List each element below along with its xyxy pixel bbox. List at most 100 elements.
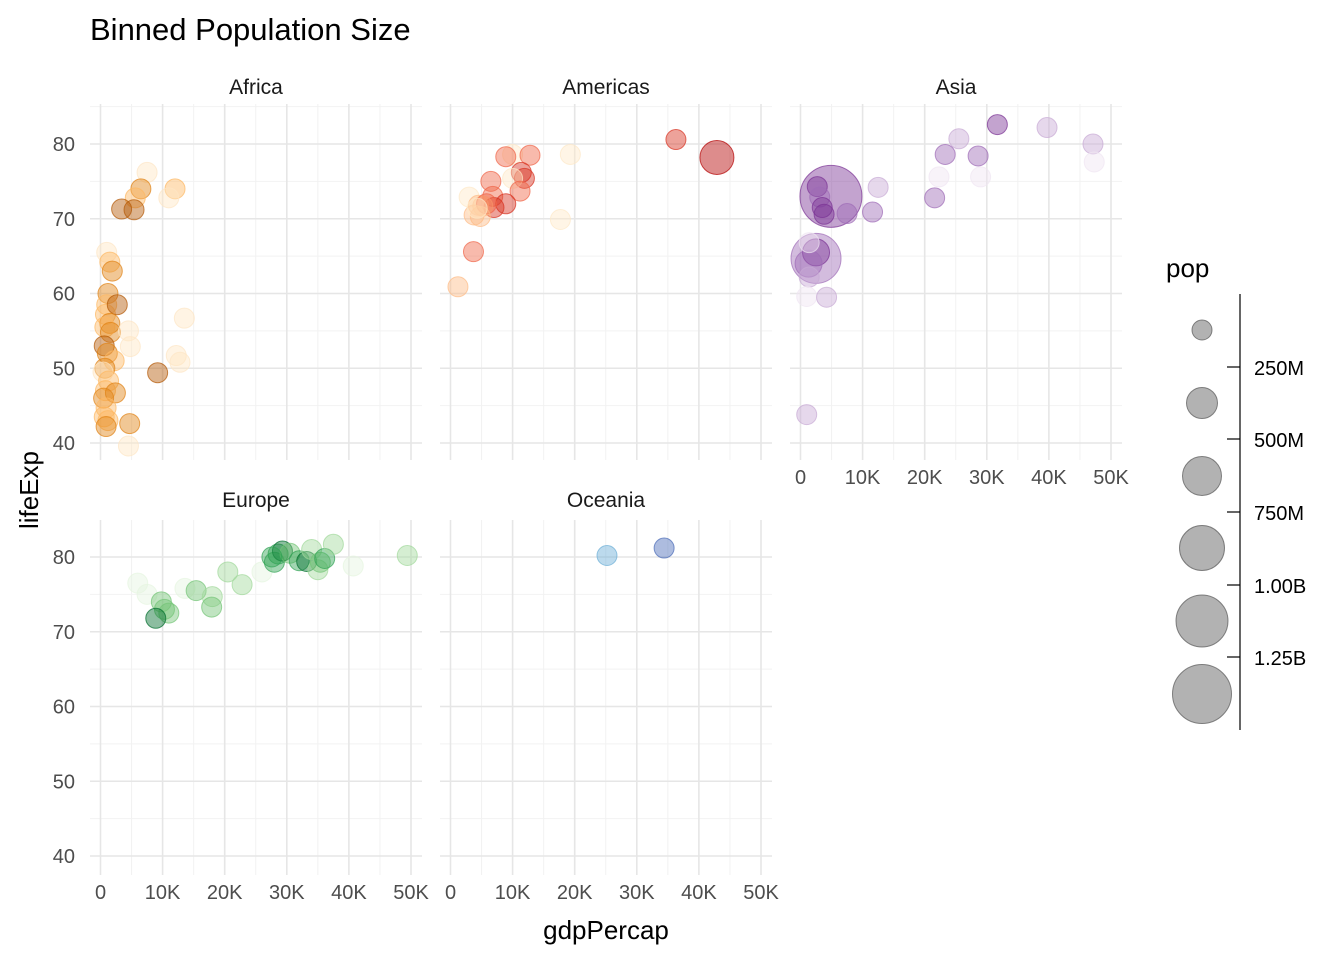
data-point <box>145 607 167 629</box>
data-point <box>816 286 838 308</box>
panel-grid <box>440 104 772 460</box>
data-point <box>111 198 133 220</box>
legend-title: pop <box>1166 253 1209 283</box>
panel-grid <box>90 104 422 460</box>
data-point <box>95 416 117 438</box>
data-point <box>653 537 675 559</box>
data-point <box>836 203 858 225</box>
data-point <box>99 321 121 343</box>
panel-grid <box>440 520 772 875</box>
data-point <box>509 180 531 202</box>
data-point <box>967 145 989 167</box>
data-point <box>867 176 889 198</box>
data-point <box>185 580 207 602</box>
data-point <box>596 545 618 567</box>
data-point <box>307 559 329 581</box>
legend-key <box>1182 456 1222 496</box>
data-point <box>217 561 239 583</box>
x-tick-label: 40K <box>331 882 367 904</box>
x-tick-label: 50K <box>743 882 779 904</box>
chart-title: Binned Population Size <box>90 12 411 47</box>
legend-key <box>1172 664 1232 724</box>
data-point <box>261 546 283 568</box>
data-point <box>1036 117 1058 139</box>
data-point <box>1082 133 1104 155</box>
facet-strip-label: Americas <box>562 76 650 99</box>
data-point <box>201 596 223 618</box>
data-point <box>986 114 1008 136</box>
data-point <box>117 320 139 342</box>
facet-strip-label: Europe <box>222 489 290 512</box>
facet-americas: Americas <box>440 76 772 460</box>
data-point <box>796 285 818 307</box>
data-point <box>309 551 331 573</box>
data-point <box>809 186 831 208</box>
data-point <box>924 187 946 209</box>
facet-strip-label: Asia <box>936 76 977 99</box>
panel-points <box>596 537 675 567</box>
data-point <box>153 598 175 620</box>
x-tick-label: 0 <box>445 882 456 904</box>
legend-key <box>1186 387 1218 419</box>
data-point <box>495 193 517 215</box>
x-tick-label: 0 <box>795 467 806 489</box>
x-tick-label: 10K <box>495 882 531 904</box>
x-tick-label: 50K <box>1093 467 1129 489</box>
legend-key <box>1191 319 1213 341</box>
y-tick-label: 60 <box>53 284 75 306</box>
data-point <box>99 251 121 273</box>
x-tick-label: 30K <box>269 882 305 904</box>
x-tick-label: 20K <box>207 882 243 904</box>
panel-grid <box>790 104 1122 460</box>
data-point <box>519 144 541 166</box>
data-point <box>169 351 191 373</box>
data-point <box>165 345 187 367</box>
data-point <box>559 143 581 165</box>
data-point <box>104 382 126 404</box>
data-point <box>796 404 818 426</box>
facet-oceania: Oceania <box>440 489 772 875</box>
x-tick-label: 0 <box>95 882 106 904</box>
x-tick-label: 40K <box>1031 467 1067 489</box>
data-point <box>798 266 820 288</box>
x-tick-label: 20K <box>557 882 593 904</box>
legend-label: 750M <box>1254 503 1304 525</box>
data-point <box>469 206 491 228</box>
data-point <box>806 176 828 198</box>
legend-label: 250M <box>1254 358 1304 380</box>
y-tick-label: 70 <box>53 622 75 644</box>
data-point <box>502 167 524 189</box>
data-point <box>106 294 128 316</box>
data-point <box>101 260 123 282</box>
y-axis-title: lifeExp <box>14 451 44 529</box>
data-point <box>127 572 149 594</box>
data-point <box>934 143 956 165</box>
y-tick-label: 40 <box>53 846 75 868</box>
panel-points <box>790 114 1105 426</box>
data-point <box>862 201 884 223</box>
data-point <box>813 203 835 225</box>
data-point <box>790 232 842 284</box>
x-tick-label: 40K <box>681 882 717 904</box>
data-point <box>447 276 469 298</box>
data-point <box>462 241 484 263</box>
y-tick-label: 80 <box>53 547 75 569</box>
data-point <box>158 602 180 624</box>
panel-points <box>447 129 735 298</box>
data-point <box>928 166 950 188</box>
data-point <box>970 166 992 188</box>
y-tick-label: 40 <box>53 433 75 455</box>
legend-key <box>1179 525 1225 571</box>
facet-asia: Asia <box>790 76 1122 460</box>
x-tick-label: 30K <box>619 882 655 904</box>
y-tick-label: 50 <box>53 771 75 793</box>
data-point <box>119 336 141 358</box>
panel-points <box>92 161 195 457</box>
data-point <box>271 540 293 562</box>
legend-label: 1.25B <box>1254 648 1306 670</box>
data-point <box>136 161 158 183</box>
x-tick-label: 50K <box>393 882 429 904</box>
x-tick-label: 10K <box>845 467 881 489</box>
x-tick-label: 20K <box>907 467 943 489</box>
